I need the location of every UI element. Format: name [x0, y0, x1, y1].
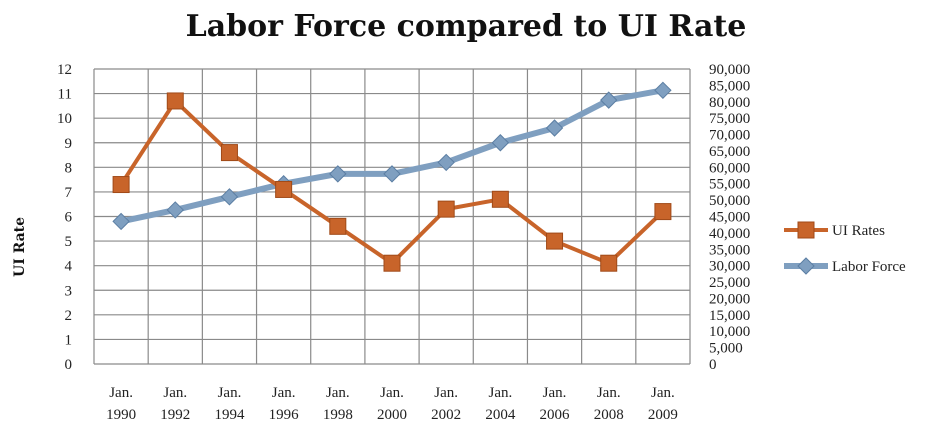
- chart-title: Labor Force compared to UI Rate: [186, 9, 747, 44]
- right-tick-label: 60,000: [709, 160, 750, 176]
- data-point-ui-rates: [383, 254, 401, 272]
- data-point-ui-rates: [275, 180, 293, 198]
- data-point-ui-rates: [329, 217, 347, 235]
- x-tick-label-year: 1996: [269, 407, 300, 423]
- x-tick-label-month: Jan.: [488, 385, 512, 401]
- data-point-labor-force: [437, 153, 455, 172]
- x-tick-label-year: 2000: [377, 407, 407, 423]
- data-point-labor-force: [600, 91, 618, 109]
- x-tick-label-year: 2009: [648, 407, 678, 423]
- x-tick-label-year: 2006: [540, 407, 571, 423]
- left-tick-label: 7: [65, 185, 73, 201]
- x-tick-label-year: 1994: [214, 407, 245, 423]
- left-tick-label: 4: [65, 259, 73, 275]
- right-tick-label: 70,000: [709, 128, 750, 144]
- data-point-labor-force: [112, 212, 130, 231]
- data-point-labor-force: [166, 201, 184, 219]
- data-point-ui-rates: [546, 232, 564, 250]
- x-tick-label-month: Jan.: [434, 385, 458, 401]
- left-tick-label: 11: [58, 87, 72, 103]
- left-tick-label: 8: [65, 160, 73, 176]
- left-tick-label: 3: [65, 283, 73, 299]
- gridlines: [93, 68, 691, 365]
- right-tick-label: 55,000: [709, 177, 750, 193]
- right-tick-label: 10,000: [709, 324, 750, 340]
- x-tick-label-year: 1998: [323, 407, 353, 423]
- right-tick-label: 5,000: [709, 341, 743, 357]
- right-tick-label: 50,000: [709, 193, 750, 209]
- x-tick-label-month: Jan.: [218, 385, 242, 401]
- legend-label-ui-rates: UI Rates: [832, 223, 885, 239]
- data-point-ui-rates: [166, 92, 184, 110]
- x-tick-label-month: Jan.: [380, 385, 404, 401]
- right-tick-label: 90,000: [709, 62, 750, 78]
- data-point-labor-force: [491, 134, 510, 152]
- data-point-labor-force: [654, 81, 672, 100]
- right-tick-label: 45,000: [709, 210, 750, 226]
- data-point-ui-rates: [112, 176, 130, 194]
- legend: UI Rates Labor Force: [784, 221, 906, 275]
- x-tick-label-month: Jan.: [597, 385, 621, 401]
- x-tick-label-month: Jan.: [272, 385, 296, 401]
- x-axis-ticks: Jan. 1990 Jan. 1992 Jan. 1994 Jan. 1996 Jan. 1998…: [106, 385, 678, 423]
- data-point-ui-rates: [437, 200, 455, 218]
- legend-marker-labor-force: [797, 257, 815, 275]
- right-tick-label: 15,000: [709, 308, 750, 324]
- x-tick-label-year: 1992: [160, 407, 190, 423]
- x-tick-label-year: 2004: [485, 407, 516, 423]
- data-point-labor-force: [329, 165, 347, 183]
- x-tick-label-month: Jan.: [543, 385, 567, 401]
- right-tick-label: 30,000: [709, 259, 750, 275]
- x-tick-label-month: Jan.: [651, 385, 675, 401]
- left-tick-label: 0: [65, 357, 73, 373]
- right-tick-label: 85,000: [709, 78, 750, 94]
- x-tick-label-month: Jan.: [109, 385, 133, 401]
- data-point-ui-rates: [600, 254, 618, 272]
- series-layer: [112, 81, 672, 272]
- data-point-ui-rates: [220, 144, 238, 162]
- data-point-ui-rates: [491, 190, 509, 208]
- x-tick-label-year: 2008: [594, 407, 624, 423]
- right-tick-label: 75,000: [709, 111, 750, 127]
- right-tick-label: 0: [709, 357, 717, 373]
- x-tick-label-year: 2002: [431, 407, 461, 423]
- right-tick-label: 65,000: [709, 144, 750, 160]
- left-tick-label: 1: [65, 332, 73, 348]
- legend-label-labor-force: Labor Force: [832, 259, 906, 275]
- y-axis-label: UI Rate: [12, 217, 28, 277]
- data-point-labor-force: [545, 119, 564, 137]
- x-tick-label-year: 1990: [106, 407, 136, 423]
- left-tick-label: 10: [57, 111, 72, 127]
- left-tick-label: 2: [65, 308, 73, 324]
- data-point-labor-force: [220, 188, 239, 206]
- x-tick-label-month: Jan.: [163, 385, 187, 401]
- left-tick-label: 6: [65, 210, 73, 226]
- right-tick-label: 35,000: [709, 242, 750, 258]
- data-point-ui-rates: [654, 203, 672, 221]
- right-axis-ticks: 05,00010,00015,00020,00025,00030,00035,0…: [709, 62, 750, 373]
- right-tick-label: 25,000: [709, 275, 750, 291]
- left-tick-label: 5: [65, 234, 73, 250]
- data-point-labor-force: [383, 165, 401, 183]
- legend-marker-ui-rates: [797, 221, 815, 239]
- left-tick-label: 9: [65, 136, 73, 152]
- left-tick-label: 12: [57, 62, 72, 78]
- x-tick-label-month: Jan.: [326, 385, 350, 401]
- right-tick-label: 20,000: [709, 291, 750, 307]
- right-tick-label: 80,000: [709, 95, 750, 111]
- right-tick-label: 40,000: [709, 226, 750, 242]
